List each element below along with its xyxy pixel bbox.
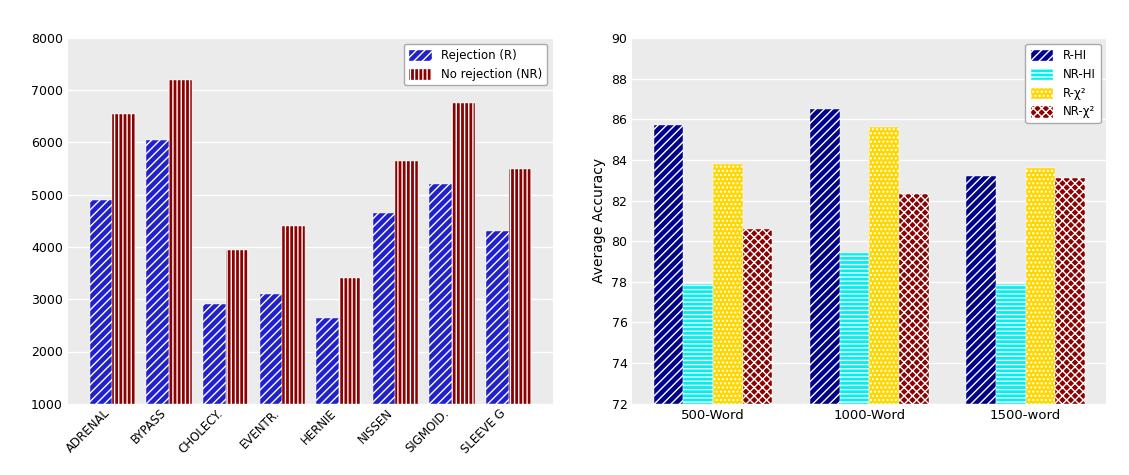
- Bar: [683, 284, 714, 404]
- Bar: [147, 140, 169, 404]
- Bar: [429, 184, 452, 404]
- Bar: [840, 253, 869, 404]
- Y-axis label: Average Accuracy: Average Accuracy: [592, 158, 606, 284]
- Bar: [282, 226, 305, 404]
- Bar: [508, 169, 531, 404]
- Bar: [203, 304, 226, 404]
- Bar: [113, 114, 135, 404]
- Bar: [809, 109, 840, 404]
- Bar: [485, 231, 508, 404]
- Bar: [316, 317, 339, 404]
- Bar: [90, 200, 113, 404]
- Bar: [966, 176, 996, 404]
- Bar: [226, 250, 248, 404]
- Bar: [373, 213, 395, 404]
- Bar: [260, 294, 282, 404]
- Legend: R-HI, NR-HI, R-χ², NR-χ²: R-HI, NR-HI, R-χ², NR-χ²: [1025, 44, 1101, 123]
- Bar: [714, 164, 743, 404]
- Bar: [743, 229, 772, 404]
- Bar: [869, 127, 899, 404]
- Bar: [339, 278, 361, 404]
- Bar: [395, 161, 418, 404]
- Bar: [654, 125, 683, 404]
- Bar: [1056, 178, 1085, 404]
- Bar: [452, 104, 474, 404]
- Legend: Rejection (R), No rejection (NR): Rejection (R), No rejection (NR): [403, 44, 548, 86]
- Bar: [1025, 168, 1056, 404]
- Bar: [169, 80, 192, 404]
- Bar: [996, 284, 1025, 404]
- Bar: [899, 194, 929, 404]
